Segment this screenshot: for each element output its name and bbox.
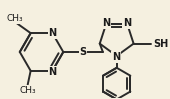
Text: N: N — [123, 18, 131, 28]
Text: SH: SH — [154, 39, 169, 49]
Text: N: N — [112, 52, 120, 62]
Text: S: S — [80, 47, 87, 57]
Text: N: N — [102, 18, 110, 28]
Text: CH₃: CH₃ — [19, 86, 36, 95]
Text: CH₃: CH₃ — [6, 14, 23, 23]
Text: N: N — [48, 67, 56, 77]
Text: N: N — [48, 28, 56, 38]
